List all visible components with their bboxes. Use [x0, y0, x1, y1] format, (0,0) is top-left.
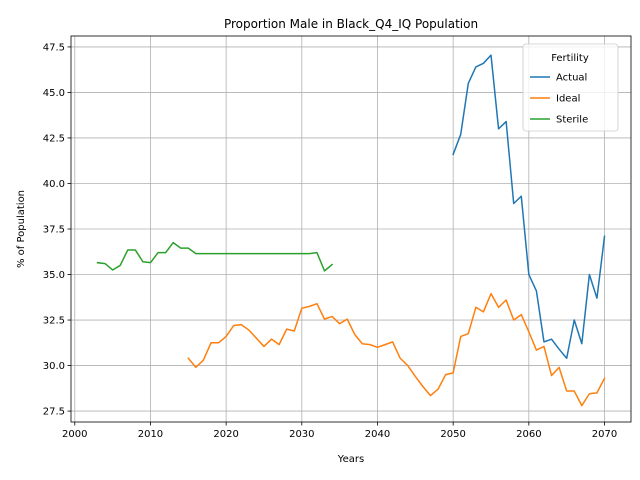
legend-label-sterile: Sterile	[556, 115, 588, 126]
y-tick-label: 40.0	[43, 179, 65, 190]
x-tick-label: 2030	[289, 429, 314, 440]
x-tick-label: 2010	[138, 429, 163, 440]
y-axis: 27.5 30.0 32.5 35.0 37.5 40.0 42.5 45.0 47.5	[43, 42, 71, 418]
x-tick-label: 2040	[365, 429, 390, 440]
x-axis: 2000 2010 2020 2030 2040 2050 2060 2070	[62, 422, 617, 440]
y-axis-label: % of Population	[16, 190, 27, 268]
series-line-sterile	[96, 241, 334, 272]
y-tick-label: 32.5	[43, 316, 65, 327]
legend-items: Actual Ideal Sterile	[530, 73, 588, 126]
x-axis-label: Years	[337, 454, 364, 465]
y-tick-label: 42.5	[43, 133, 65, 144]
series-line-actual	[452, 54, 606, 360]
y-tick-label: 35.0	[43, 270, 65, 281]
legend-title: Fertility	[551, 53, 589, 64]
y-tick-label: 37.5	[43, 225, 65, 236]
x-tick-label: 2000	[62, 429, 87, 440]
x-tick-label: 2020	[213, 429, 238, 440]
legend-label-actual: Actual	[556, 73, 587, 84]
series-layer	[96, 54, 606, 407]
y-tick-label: 27.5	[43, 407, 65, 418]
chart-title: Proportion Male in Black_Q4_IQ Populatio…	[224, 17, 478, 31]
x-tick-label: 2050	[440, 429, 465, 440]
series-line-ideal	[187, 292, 606, 407]
y-tick-label: 30.0	[43, 361, 65, 372]
y-tick-label: 47.5	[43, 42, 65, 53]
y-tick-label: 45.0	[43, 88, 65, 99]
legend-box	[522, 43, 619, 132]
legend-label-ideal: Ideal	[556, 94, 580, 105]
x-tick-label: 2070	[592, 429, 617, 440]
x-tick-label: 2060	[516, 429, 541, 440]
legend: Fertility Actual Ideal Sterile	[522, 43, 619, 132]
